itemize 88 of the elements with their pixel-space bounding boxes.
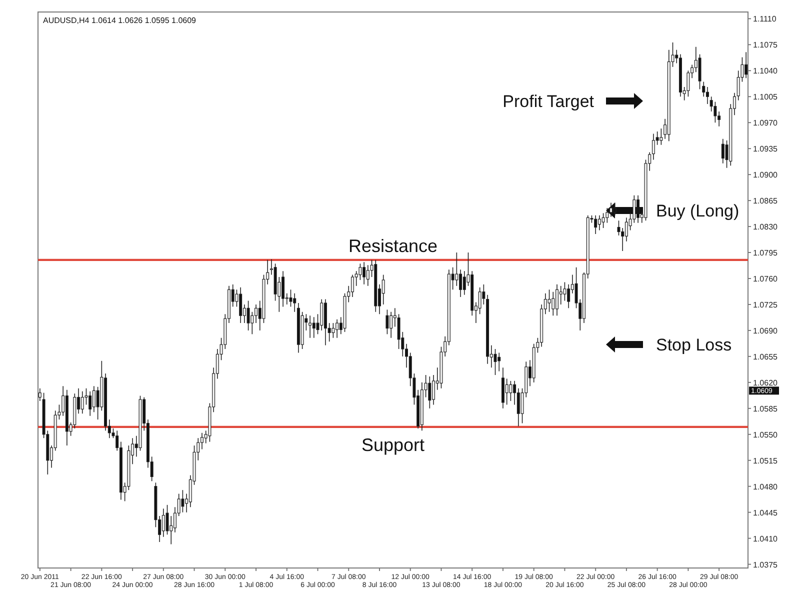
candlestick (432, 374, 436, 406)
y-tick-label: 1.0830 (753, 222, 778, 232)
candlestick (88, 390, 92, 416)
candlestick (482, 284, 486, 305)
annotation: Profit Target (502, 92, 594, 111)
y-tick-label: 1.0410 (753, 534, 778, 544)
y-tick-label: 1.0935 (753, 144, 778, 154)
candlestick (610, 202, 613, 218)
y-tick-label: 1.1110 (753, 14, 777, 24)
candlestick (181, 490, 184, 513)
candlestick (602, 212, 605, 228)
candlestick (744, 52, 748, 78)
y-tick-label: 1.0655 (753, 352, 778, 362)
candlestick (350, 274, 354, 298)
candlestick (594, 214, 598, 234)
candlestick (505, 378, 508, 406)
candlestick (652, 133, 655, 160)
ref-line-label: Support (361, 434, 425, 455)
candlestick (462, 270, 466, 296)
candlestick (38, 388, 42, 402)
candlestick (200, 432, 204, 450)
candlestick (455, 252, 458, 286)
candlestick (170, 516, 173, 545)
y-tick-label: 1.0620 (753, 378, 778, 388)
candlestick (282, 270, 285, 308)
candlestick (336, 318, 339, 338)
candlestick (246, 300, 250, 331)
y-tick-label: 1.1040 (753, 66, 778, 76)
y-tick-label: 1.0970 (753, 118, 778, 128)
y-tick-label: 1.0375 (753, 560, 778, 570)
candlestick (320, 298, 324, 331)
y-tick-label: 1.0445 (753, 508, 778, 518)
candlestick (366, 264, 370, 286)
candlestick (613, 202, 616, 216)
y-tick-label: 1.0480 (753, 482, 778, 492)
candlestick (358, 263, 362, 280)
y-tick-label: 1.1005 (753, 92, 778, 102)
candlestick (293, 292, 296, 312)
candlestick (714, 101, 717, 124)
candlestick (308, 315, 312, 338)
candlestick (332, 322, 335, 338)
candlestick (478, 287, 482, 315)
candlestick (162, 508, 165, 538)
candlestick (390, 312, 393, 338)
y-tick-label: 1.0795 (753, 248, 778, 258)
candlestick (721, 138, 724, 164)
candlestick (702, 81, 706, 98)
y-tick-label: 1.1075 (753, 40, 778, 50)
candlestick (250, 312, 254, 335)
candlestick (494, 348, 497, 376)
candlestick (660, 128, 663, 146)
candlestick (362, 262, 366, 285)
annotation: Buy (Long) (656, 201, 740, 220)
y-tick-label: 1.0690 (753, 326, 778, 336)
candlestick (509, 380, 512, 402)
ref-line-label: Resistance (348, 236, 438, 256)
candlestick (254, 304, 258, 324)
candlestick (312, 316, 316, 338)
y-tick-label: 1.0760 (753, 274, 778, 284)
candlestick (516, 388, 520, 427)
candlestick (80, 390, 84, 414)
candlestick (636, 194, 640, 224)
candlestick (92, 386, 96, 413)
candlestick (552, 291, 555, 316)
candlestick (686, 70, 690, 98)
candlestick (386, 309, 389, 335)
y-tick-label: 1.0725 (753, 300, 778, 310)
candlestick (606, 208, 609, 224)
y-tick-label: 1.0865 (753, 196, 778, 206)
candlestick (632, 194, 636, 224)
y-tick-label: 1.0515 (753, 456, 778, 466)
candlestick (624, 217, 628, 242)
candlestick (563, 282, 566, 302)
y-tick-label: 1.0585 (753, 404, 778, 414)
candlestick (428, 376, 432, 409)
candlestick (567, 284, 570, 309)
y-tick-label: 1.0550 (753, 430, 778, 440)
y-tick-label: 1.0900 (753, 170, 778, 180)
candlestick (556, 284, 558, 316)
candlestick (706, 86, 709, 104)
candlestick (548, 289, 551, 312)
candlestick (239, 287, 242, 324)
candlestick (459, 269, 462, 298)
candlestick (598, 214, 601, 231)
candlestick (382, 274, 385, 305)
annotation: Stop Loss (656, 335, 732, 354)
text: AUDUSD,H4 1.0614 1.0626 1.0595 1.0609 (43, 16, 197, 25)
candlestick (498, 352, 501, 372)
